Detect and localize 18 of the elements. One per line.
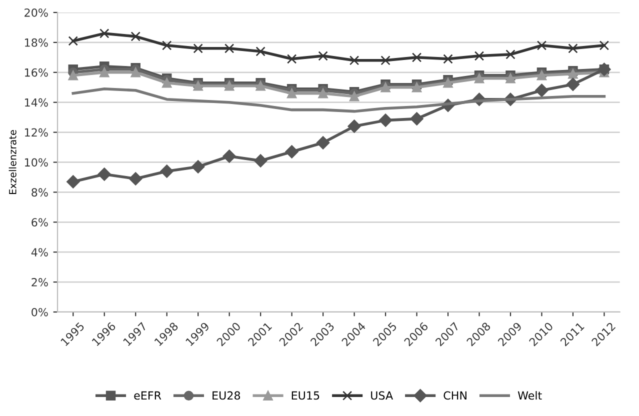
y-tick-label: 18% — [25, 38, 48, 47]
y-tick-label: 0% — [32, 308, 48, 316]
legend-label: CHN — [444, 391, 466, 400]
y-tick-label: 8% — [32, 188, 48, 197]
y-tick-label: 12% — [25, 128, 48, 137]
legend-label: eEFR — [134, 391, 162, 400]
y-tick-label: 2% — [32, 278, 48, 286]
y-tick-label: 16% — [25, 68, 48, 77]
legend-label: Welt — [518, 391, 542, 400]
y-tick-label: 6% — [32, 218, 48, 227]
y-tick-label: 4% — [31, 248, 48, 256]
legend-label: EU15 — [292, 391, 320, 400]
y-tick-label: 20% — [24, 8, 48, 17]
y-axis-title: Exzellenzrate — [8, 130, 16, 194]
y-tick-label: 14% — [25, 98, 48, 107]
legend-label: USA — [371, 391, 393, 400]
legend-label: EU28 — [212, 391, 240, 400]
y-tick-label: 10% — [25, 158, 48, 167]
